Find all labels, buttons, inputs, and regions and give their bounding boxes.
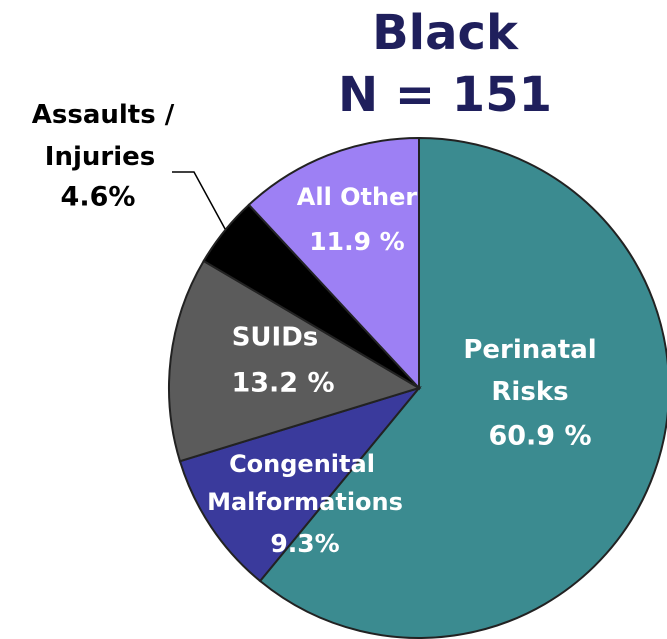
pie-slice: [258, 136, 667, 639]
value-label: 9.3%: [270, 529, 339, 558]
value-label: 60.9 %: [488, 421, 591, 452]
value-label: 13.2 %: [231, 368, 334, 399]
slice-label-line: Congenital: [229, 450, 375, 478]
pie-slice: [247, 136, 420, 391]
slice-label-line: Risks: [491, 377, 568, 407]
value-label: 4.6%: [61, 182, 136, 213]
slice-label: Assaults / Injuries: [32, 100, 175, 172]
pie-slice: [168, 259, 422, 463]
slice-label-line: Malformations: [207, 488, 403, 516]
slice-label: All Other: [297, 183, 418, 211]
leader-line: [172, 171, 231, 239]
pie-slice: [178, 386, 422, 583]
chart-subtitle: N = 151: [338, 67, 552, 123]
chart-title: Black: [372, 5, 519, 61]
slice-label-line: Perinatal: [463, 335, 596, 365]
slice-label: Perinatal Risks: [463, 335, 596, 407]
slice-label: Congenital Malformations: [207, 450, 403, 516]
slice-label-line: Injuries: [45, 142, 155, 172]
slice-label-line: Assaults /: [32, 100, 175, 130]
slice-label: SUIDs: [232, 323, 319, 353]
value-label: 11.9 %: [309, 227, 404, 256]
